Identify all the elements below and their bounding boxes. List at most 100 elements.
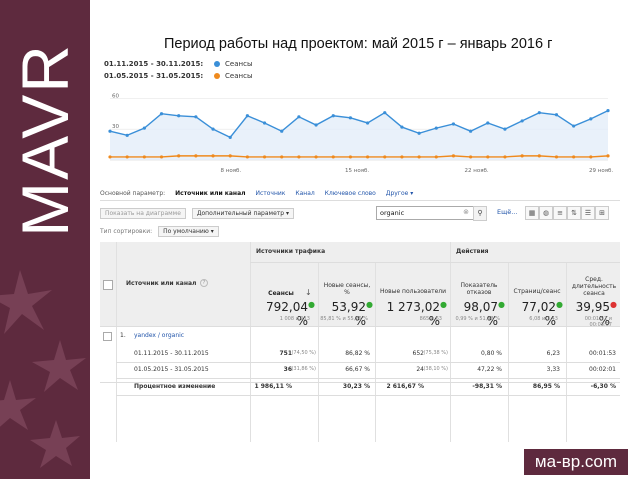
- sort-desc-icon[interactable]: ↓: [305, 288, 312, 297]
- data-point[interactable]: [331, 155, 335, 159]
- data-point[interactable]: [554, 155, 559, 159]
- data-point[interactable]: [520, 119, 524, 123]
- col-divider: [508, 262, 509, 442]
- comparison-view-icon[interactable]: ⇅: [567, 206, 581, 220]
- data-point[interactable]: [434, 126, 438, 130]
- data-point[interactable]: [365, 155, 370, 159]
- data-point[interactable]: [606, 109, 610, 113]
- data-point[interactable]: [537, 154, 541, 158]
- advanced-search-link[interactable]: Ещё...: [497, 208, 518, 216]
- data-point[interactable]: [486, 121, 490, 125]
- data-point[interactable]: [451, 154, 456, 158]
- col-source-header[interactable]: Источник или канал: [126, 280, 197, 287]
- data-point[interactable]: [108, 155, 112, 159]
- data-point[interactable]: [177, 114, 181, 118]
- data-point[interactable]: [572, 155, 576, 159]
- dimension-keyword[interactable]: Ключевое слово: [324, 190, 376, 197]
- data-point[interactable]: [211, 154, 215, 158]
- col-bounce-rate[interactable]: Показатель отказов: [460, 282, 498, 296]
- clear-search-icon[interactable]: ⊗: [463, 208, 469, 216]
- data-point[interactable]: [469, 155, 473, 159]
- data-point[interactable]: [280, 155, 284, 159]
- data-point[interactable]: [451, 122, 456, 126]
- legend-dot-blue: [213, 61, 220, 67]
- data-point[interactable]: [125, 155, 129, 159]
- pie-view-icon[interactable]: ◍: [539, 206, 553, 220]
- col-avg-duration[interactable]: Сред. длительность сеанса: [571, 276, 617, 297]
- data-point[interactable]: [606, 154, 610, 158]
- data-point[interactable]: [503, 155, 507, 159]
- data-point[interactable]: [554, 113, 559, 117]
- data-point[interactable]: [159, 112, 164, 116]
- data-point[interactable]: [589, 155, 593, 159]
- data-point[interactable]: [486, 155, 490, 159]
- data-point[interactable]: [142, 155, 146, 159]
- data-point[interactable]: [245, 114, 249, 118]
- performance-view-icon[interactable]: ≡: [553, 206, 567, 220]
- data-point[interactable]: [589, 117, 593, 121]
- dimension-source[interactable]: Источник: [255, 190, 286, 197]
- row-divider: [100, 382, 620, 383]
- data-point[interactable]: [108, 129, 112, 133]
- col-new-users[interactable]: Новые пользователи: [379, 288, 446, 295]
- data-point[interactable]: [572, 124, 576, 128]
- site-logo: ма-вр.com: [524, 449, 628, 475]
- row-source-link[interactable]: yandex / organic: [134, 332, 185, 339]
- term-cloud-icon[interactable]: ☰: [581, 206, 595, 220]
- data-point[interactable]: [297, 115, 301, 119]
- select-all-checkbox[interactable]: [103, 280, 113, 290]
- data-point[interactable]: [348, 155, 353, 159]
- data-point[interactable]: [228, 154, 232, 158]
- data-point[interactable]: [177, 154, 181, 158]
- pivot-view-icon[interactable]: ⊞: [595, 206, 609, 220]
- data-point[interactable]: [280, 129, 284, 133]
- data-point[interactable]: [314, 155, 318, 159]
- help-icon[interactable]: ?: [200, 279, 208, 287]
- data-point[interactable]: [262, 121, 267, 125]
- table-search-input[interactable]: organic: [376, 206, 475, 220]
- data-point[interactable]: [417, 131, 421, 135]
- data-point[interactable]: [383, 155, 387, 159]
- total-subvalue: 1 008 и 113: [279, 316, 310, 322]
- plot-rows-button[interactable]: Показать на диаграмме: [100, 208, 186, 219]
- col-new-sessions[interactable]: Новые сеансы, %: [323, 282, 371, 296]
- table-view-icon[interactable]: ▦: [525, 206, 539, 220]
- table-cell: (74,50 %): [291, 350, 316, 356]
- data-point[interactable]: [417, 155, 421, 159]
- data-point[interactable]: [434, 155, 438, 159]
- data-point[interactable]: [262, 155, 267, 159]
- data-point[interactable]: [400, 155, 404, 159]
- dimension-medium[interactable]: Канал: [295, 190, 315, 197]
- data-point[interactable]: [314, 123, 318, 127]
- data-point[interactable]: [331, 114, 335, 118]
- legend-range: 01.11.2015 - 30.11.2015:: [104, 60, 204, 68]
- data-point[interactable]: [228, 135, 232, 139]
- data-point[interactable]: [142, 126, 146, 130]
- row-checkbox[interactable]: [103, 332, 112, 341]
- group-actions-header: Действия: [456, 248, 489, 255]
- data-point[interactable]: [297, 155, 301, 159]
- data-point[interactable]: [503, 127, 507, 131]
- data-point[interactable]: [194, 154, 198, 158]
- table-cell: 66,67 %: [345, 366, 370, 373]
- data-point[interactable]: [383, 111, 387, 115]
- data-point[interactable]: [469, 129, 473, 133]
- col-sessions[interactable]: Сеансы: [268, 290, 294, 297]
- dimension-source-medium[interactable]: Источник или канал: [175, 190, 246, 197]
- dimension-other[interactable]: Другое ▾: [385, 190, 414, 197]
- data-point[interactable]: [125, 133, 129, 137]
- data-point[interactable]: [159, 155, 164, 159]
- search-icon[interactable]: ⚲: [473, 206, 487, 221]
- data-point[interactable]: [537, 111, 541, 115]
- col-pages-session[interactable]: Страниц/сеанс: [513, 288, 561, 295]
- data-point[interactable]: [520, 154, 524, 158]
- data-point[interactable]: [365, 121, 370, 125]
- data-point[interactable]: [400, 125, 404, 129]
- data-point[interactable]: [211, 127, 215, 131]
- sort-type-dropdown[interactable]: По умолчанию ▾: [158, 226, 219, 237]
- data-point[interactable]: [245, 155, 249, 159]
- comparison-rows: 01.11.2015 - 30.11.2015 751 (74,50 %) 86,82…: [100, 242, 620, 442]
- secondary-dimension-dropdown[interactable]: Дополнительный параметр ▾: [191, 208, 294, 219]
- data-point[interactable]: [348, 116, 353, 120]
- data-point[interactable]: [194, 115, 198, 119]
